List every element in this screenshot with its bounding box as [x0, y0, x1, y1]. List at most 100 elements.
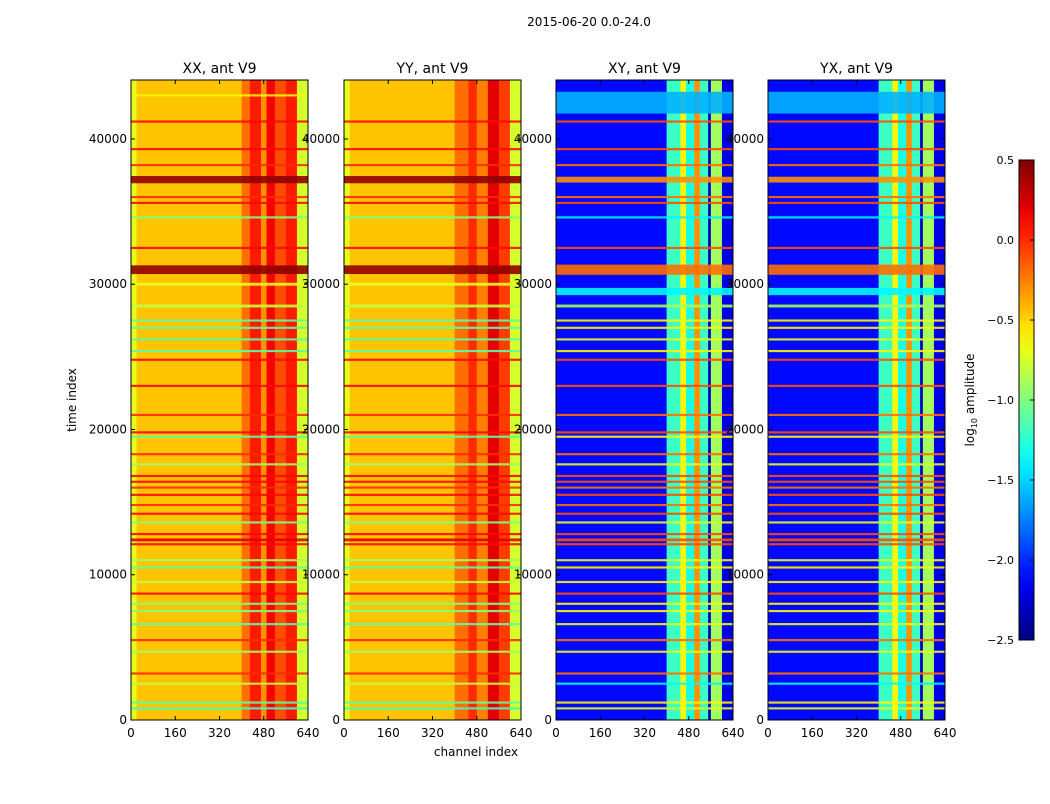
time-stripe — [131, 682, 308, 685]
x-axis-label: channel index — [434, 745, 518, 759]
x-tick-label: 320 — [208, 726, 231, 740]
time-stripe — [131, 94, 308, 97]
time-stripe — [344, 431, 521, 434]
time-stripe — [768, 609, 945, 613]
x-tick-label: 0 — [340, 726, 348, 740]
time-stripe — [131, 707, 308, 710]
colorbar: 0.5 0.0 −0.5 −1.0 −1.5 −2.0 −2.5 — [987, 154, 1035, 647]
time-stripe — [344, 201, 521, 204]
time-stripe — [131, 349, 308, 353]
time-stripe — [768, 435, 945, 438]
channel-band — [710, 80, 723, 720]
time-stripe — [344, 282, 521, 286]
time-stripe — [131, 493, 308, 496]
time-stripe — [556, 384, 733, 387]
time-stripe — [344, 672, 521, 675]
colorbar-tick-label: 0.5 — [997, 154, 1015, 167]
time-stripe — [556, 701, 733, 704]
time-stripe — [768, 431, 945, 434]
time-stripe — [768, 148, 945, 151]
colorbar-tick-label: −2.0 — [987, 554, 1014, 567]
y-tick-label: 40000 — [514, 132, 552, 146]
panel-yy: YY, ant V9 0 160 320 480 640 0 10000 20000 30000 4… — [302, 61, 533, 740]
time-stripe — [556, 559, 733, 562]
time-stripe — [556, 148, 733, 151]
time-stripe — [131, 543, 308, 546]
panels: XX, ant V9 0 160 320 480 640 0 10000 20000 30000 4… — [89, 61, 957, 740]
colorbar-tick-label: −2.5 — [987, 634, 1014, 647]
x-tick-label: 160 — [589, 726, 612, 740]
y-tick-label: 40000 — [302, 132, 340, 146]
time-stripe — [131, 319, 308, 322]
time-stripe — [131, 304, 308, 308]
time-stripe — [768, 623, 945, 626]
figure-title: 2015-06-20 0.0-24.0 — [527, 15, 651, 29]
y-tick-label: 30000 — [302, 277, 340, 291]
time-stripe — [768, 493, 945, 496]
time-stripe — [556, 566, 733, 569]
channel-band — [694, 80, 701, 720]
time-stripe — [131, 148, 308, 151]
x-tick-label: 480 — [677, 726, 700, 740]
time-stripe — [768, 580, 945, 584]
y-axis-label: time index — [65, 368, 79, 432]
time-stripe — [344, 543, 521, 546]
time-stripe — [768, 559, 945, 562]
time-stripe — [344, 521, 521, 524]
channel-band — [285, 80, 298, 720]
time-stripe — [344, 435, 521, 438]
y-tick-label: 20000 — [514, 422, 552, 436]
time-stripe — [768, 707, 945, 710]
time-stripe — [344, 265, 521, 275]
time-stripe — [556, 538, 733, 542]
x-tick-label: 160 — [164, 726, 187, 740]
time-stripe — [768, 246, 945, 250]
time-stripe — [344, 384, 521, 387]
time-stripe — [556, 413, 733, 417]
time-stripe — [556, 682, 733, 685]
y-tick-label: 0 — [756, 713, 764, 727]
time-stripe — [131, 609, 308, 613]
time-stripe — [768, 349, 945, 353]
channel-band — [260, 80, 268, 720]
channel-band — [266, 80, 276, 720]
y-tick-label: 0 — [544, 713, 552, 727]
time-stripe — [768, 201, 945, 204]
time-stripe — [768, 384, 945, 387]
time-stripe — [344, 246, 521, 250]
time-stripe — [131, 431, 308, 434]
time-stripe — [556, 463, 733, 466]
channel-band — [699, 80, 709, 720]
time-stripe — [768, 480, 945, 483]
time-stripe — [131, 623, 308, 626]
time-stripe — [556, 287, 733, 296]
time-stripe — [344, 701, 521, 704]
time-stripe — [768, 486, 945, 489]
time-stripe — [556, 474, 733, 478]
x-tick-label: 480 — [252, 726, 275, 740]
time-stripe — [768, 195, 945, 199]
time-stripe — [131, 282, 308, 286]
time-stripe — [131, 521, 308, 524]
time-stripe — [131, 195, 308, 199]
y-tick-label: 10000 — [514, 568, 552, 582]
time-stripe — [556, 431, 733, 434]
x-tick-label: 640 — [934, 726, 957, 740]
time-stripe — [131, 176, 308, 184]
time-stripe — [556, 543, 733, 546]
time-stripe — [556, 304, 733, 308]
x-tick-label: 640 — [510, 726, 533, 740]
y-tick-label: 0 — [332, 713, 340, 727]
time-stripe — [768, 319, 945, 322]
time-stripe — [556, 532, 733, 536]
time-stripe — [556, 580, 733, 584]
x-tick-label: 640 — [297, 726, 320, 740]
x-tick-label: 320 — [845, 726, 868, 740]
channel-band — [892, 80, 899, 720]
time-stripe — [344, 602, 521, 605]
x-tick-label: 0 — [552, 726, 560, 740]
time-stripe — [344, 413, 521, 417]
y-tick-label: 10000 — [302, 568, 340, 582]
time-stripe — [344, 580, 521, 584]
x-tick-label: 480 — [465, 726, 488, 740]
